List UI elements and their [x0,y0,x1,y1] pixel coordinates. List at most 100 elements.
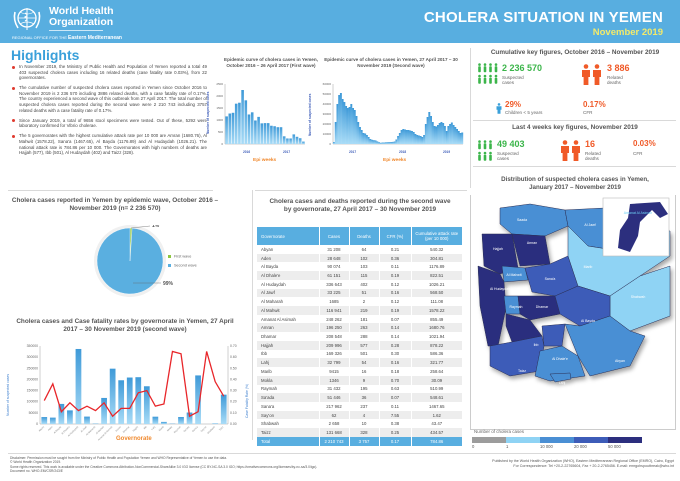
table-row: Amanat Al Asimah 248 262 181 0.07 855.49 [257,314,463,324]
y-tick-label: 2000 [216,94,223,98]
table-cell: Marib [257,367,320,376]
y2-tick-label: 0.40 [230,377,237,381]
governorate-chart-title: Cholera cases and Case fatality rates by… [16,318,234,333]
highlight-item: The cumulative number of suspected chole… [12,85,207,113]
total-cell: 3 757 [349,436,380,446]
yemen-choropleth-map[interactable]: Saada Al Jawf Hajjah Amran Al Mahwit San… [470,196,676,426]
epi-bar [276,127,280,144]
epi-bar [437,125,439,144]
epi-bar [241,90,244,144]
epi-bar [334,122,337,144]
epi-bar [459,133,462,144]
org-divider [49,30,103,31]
table-cell: 822.51 [411,271,463,280]
epi-bar [381,142,384,144]
highlights-list: In November 2019, the Ministry of Public… [12,64,207,160]
epi-bar [417,135,420,144]
legend-swatch [168,264,171,267]
epi-bar [416,135,419,144]
children-label: Children < 5 years [505,110,543,115]
table-cell: 36 [349,393,380,402]
map-label: Al Bayda [581,319,595,323]
x-tick-label: Sana'a [191,425,199,433]
legend-swatch [574,437,608,443]
divider [252,190,253,440]
last4-deaths-label: Related deaths [585,151,601,162]
table-cell: 208 548 [319,332,350,341]
epi-bar [238,102,241,144]
epi-bar [452,125,455,144]
epi-bar [279,127,283,144]
map-label: Al Hudaydah [490,287,510,291]
year-label: 2017 [349,150,356,154]
header-banner: World Health Organization REGIONAL OFFIC… [0,0,680,43]
epi-bar [341,99,344,144]
legend-tick: 50 000 [608,444,621,449]
epi-bar [365,135,368,144]
table-cell: 0.38 [379,419,412,429]
label-line: Suspected [497,151,519,156]
epi-bar [419,136,422,144]
table-cell: 328 [349,428,380,437]
map-title: Distribution of suspected cholera cases … [475,176,675,192]
epi-bar [369,139,372,144]
epi-bar [409,130,412,144]
epi-bar [390,142,393,144]
table-row: Abyan 31 208 64 0.21 540.32 [257,245,463,254]
epi-bar [371,139,374,144]
license-link[interactable]: Some rights reserved. This work is avail… [10,464,318,469]
highlights-title: Highlights [11,47,80,63]
x-tick-label: Al Jawf [80,425,88,433]
cumulative-cfr-label: CFR [583,110,593,115]
document-number: Document no. WHO-EM/CSR/243/E [10,469,63,474]
table-cell: 402 [349,279,380,289]
table-cell: 1021.94 [411,332,463,341]
epi-bar [231,112,235,144]
table-cell: 115 [349,271,380,280]
table-cell: 64 [349,245,380,254]
epi-bar [393,141,396,144]
table-cell: Ibb [257,349,320,359]
epi-bar [345,106,348,144]
x-tick-label: Mokla [167,425,174,432]
table-row: Al Hudaydah 336 643 402 0.12 1026.21 [257,279,463,289]
epi-bar [386,142,389,144]
table-cell: 31 208 [319,245,350,254]
governorate-bar [161,421,167,424]
last4-cfr-label: CFR [633,151,643,156]
table-cell: Taizz [257,428,320,437]
table-row: Lahj 32 799 54 0.16 321.77 [257,358,463,368]
map-region-amran [511,233,551,267]
y-tick-label: 0 [36,422,38,426]
table-row: Ibb 169 326 501 0.30 586.36 [257,349,463,359]
table-cell: 1176.89 [411,262,463,272]
epi-bar [353,110,356,144]
children-percent: 29% [505,100,522,109]
label-line: deaths [585,156,599,162]
table-cell: 30.09 [411,375,463,385]
epi-bar [443,126,446,144]
table-cell: 181 [349,314,380,324]
table-cell: 7.55 [379,410,412,420]
epi-curve-1-title: Epidemic curve of cholera cases in Yemen… [224,57,318,68]
y-tick-label: 0 [221,142,223,146]
map-label: Ibb [534,343,539,347]
legend-swatch [608,437,642,443]
divider [470,48,471,188]
epi-bar [359,127,361,144]
table-cell: 540.32 [411,245,463,254]
table-cell: Lahj [257,358,320,368]
table-cell: 1467.65 [411,401,463,411]
table-total-row: Total 2 210 743 3 757 0.17 784.86 [257,436,463,446]
table-cell: 217 962 [319,401,350,411]
map-region-amanat-al-asimah [618,202,668,252]
map-label: Dhamar [536,305,549,309]
epi-bar [364,133,367,144]
y-tick-label: 100000 [27,400,38,404]
governorate-table: Governorate Cases Deaths CFR (%) Cumulat… [257,227,463,446]
table-cell: 10 [349,419,380,429]
contact-info[interactable]: For Correspondence: Tel +20-2-22765604, … [513,464,674,468]
governorate-bar [212,423,219,424]
table-cell: 0.19 [379,271,412,280]
y2-tick-label: 0.70 [230,344,237,348]
